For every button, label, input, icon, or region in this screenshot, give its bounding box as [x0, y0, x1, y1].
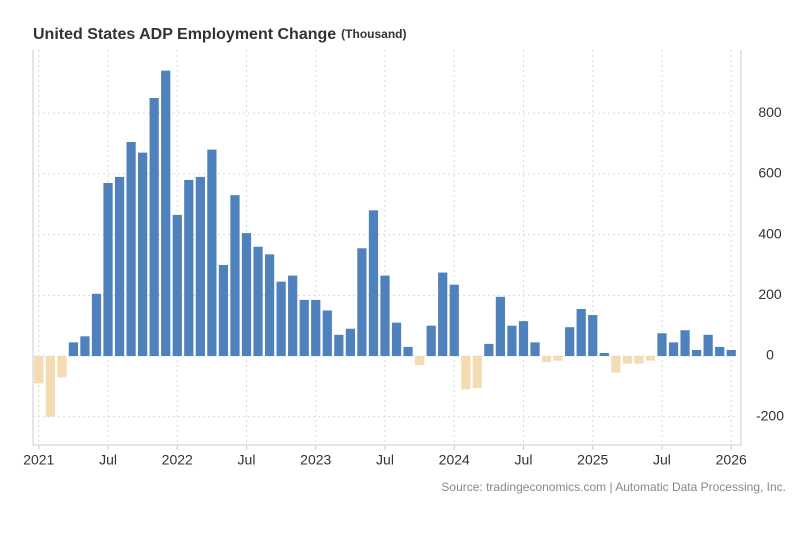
bar	[57, 356, 67, 378]
chart-title: United States ADP Employment Change (Thou…	[33, 26, 407, 43]
bar	[91, 293, 102, 357]
bar	[368, 210, 379, 357]
bar	[634, 356, 644, 364]
bar	[380, 275, 390, 357]
x-tick-label: 2024	[439, 452, 470, 468]
bar	[588, 315, 598, 357]
bar	[276, 281, 286, 357]
bar	[149, 97, 159, 357]
x-tick-label: Jul	[376, 452, 394, 468]
bar	[691, 349, 702, 357]
bar	[80, 336, 90, 357]
bar	[726, 349, 736, 357]
bar	[507, 325, 517, 357]
bar	[622, 356, 632, 364]
y-tick-label: 800	[758, 104, 782, 120]
bar	[657, 333, 667, 357]
bar	[114, 176, 125, 357]
bar	[195, 176, 205, 357]
bar	[299, 299, 309, 357]
bar	[541, 356, 552, 363]
y-tick-label: 600	[758, 165, 782, 181]
bar	[703, 334, 713, 357]
bar	[103, 182, 113, 357]
bar	[438, 272, 448, 357]
bar	[161, 70, 171, 357]
bar	[553, 356, 563, 361]
y-tick-label: 0	[766, 347, 774, 363]
bar	[415, 356, 425, 366]
y-tick-label: 200	[758, 286, 782, 302]
bar	[391, 322, 402, 357]
bar	[495, 296, 506, 357]
bar	[334, 334, 344, 357]
bar	[484, 343, 494, 357]
bar	[322, 310, 332, 357]
x-tick-label: 2025	[577, 452, 608, 468]
bar	[230, 195, 240, 357]
bar	[357, 248, 367, 357]
x-tick-label: 2021	[23, 452, 54, 468]
bar	[126, 141, 136, 357]
bar	[138, 152, 148, 357]
bar	[68, 342, 79, 357]
bar	[565, 327, 575, 357]
bar	[449, 284, 459, 357]
bar	[241, 233, 252, 357]
bar	[207, 149, 217, 357]
y-tick-label: 400	[758, 225, 782, 241]
bar	[530, 342, 540, 357]
bar	[172, 214, 182, 357]
y-tick-label: -200	[756, 407, 784, 423]
bar	[472, 356, 482, 388]
bar	[611, 356, 621, 373]
bar	[311, 299, 321, 357]
x-tick-label: Jul	[515, 452, 533, 468]
x-tick-label: Jul	[99, 452, 117, 468]
bar	[34, 356, 44, 384]
x-tick-label: Jul	[238, 452, 256, 468]
x-tick-label: 2023	[300, 452, 331, 468]
bar	[218, 264, 229, 357]
bar	[680, 330, 690, 357]
bar	[288, 275, 298, 357]
bar	[403, 346, 413, 357]
bar	[184, 179, 194, 357]
x-tick-label: 2026	[716, 452, 747, 468]
bar	[264, 254, 275, 357]
bar	[426, 325, 436, 357]
bar	[253, 246, 263, 357]
bar	[461, 356, 471, 390]
source: Source: tradingeconomics.com | Automatic…	[441, 480, 786, 494]
bar	[599, 353, 609, 357]
bar	[45, 356, 55, 417]
bar	[715, 346, 725, 357]
bar	[576, 308, 586, 357]
bar	[668, 342, 679, 357]
bar	[518, 321, 529, 357]
x-tick-label: 2022	[162, 452, 193, 468]
x-tick-label: Jul	[653, 452, 671, 468]
bar	[345, 328, 355, 357]
bar	[645, 356, 656, 361]
